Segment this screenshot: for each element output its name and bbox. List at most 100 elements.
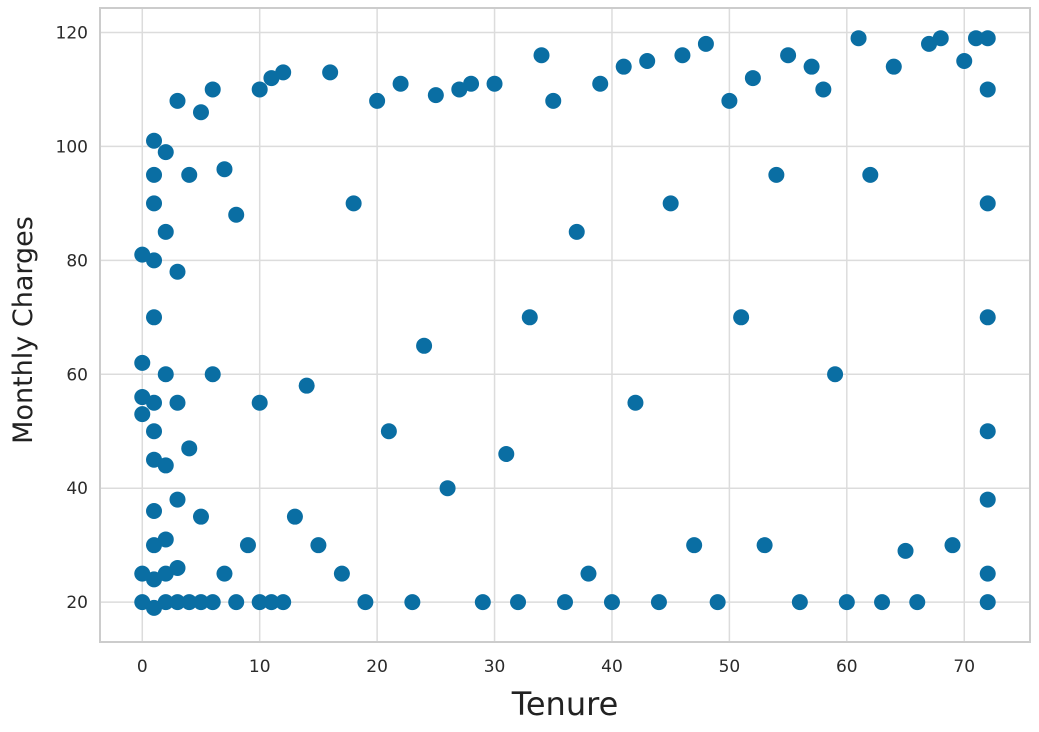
scatter-point: [838, 594, 855, 611]
scatter-point: [404, 594, 421, 611]
scatter-point: [275, 64, 292, 81]
scatter-point: [439, 480, 456, 497]
x-tick-label: 10: [249, 657, 271, 677]
scatter-point: [251, 81, 268, 98]
y-tick-label: 20: [66, 593, 88, 613]
scatter-point: [146, 166, 163, 183]
scatter-point: [146, 309, 163, 326]
scatter-point: [216, 161, 233, 178]
scatter-point: [169, 594, 186, 611]
scatter-point: [510, 594, 527, 611]
scatter-point: [791, 594, 808, 611]
scatter-point: [909, 594, 926, 611]
scatter-point: [697, 35, 714, 52]
scatter-point: [568, 223, 585, 240]
scatter-point: [897, 542, 914, 559]
scatter-point: [146, 394, 163, 411]
scatter-point: [333, 565, 350, 582]
scatter-point: [615, 58, 632, 75]
y-tick-label: 100: [56, 137, 88, 157]
scatter-point: [146, 423, 163, 440]
scatter-point: [486, 75, 503, 92]
scatter-point: [380, 423, 397, 440]
scatter-point: [345, 195, 362, 212]
scatter-point: [627, 394, 644, 411]
scatter-point: [192, 104, 209, 121]
scatter-point: [157, 531, 174, 548]
scatter-point: [146, 132, 163, 149]
scatter-point: [204, 366, 221, 383]
scatter-point: [157, 366, 174, 383]
scatter-point: [181, 166, 198, 183]
scatter-point: [157, 594, 174, 611]
scatter-point: [169, 559, 186, 576]
x-tick-label: 30: [484, 657, 506, 677]
scatter-point: [251, 394, 268, 411]
scatter-point: [498, 446, 515, 463]
scatter-point: [298, 377, 315, 394]
scatter-point: [815, 81, 832, 98]
scatter-point: [979, 30, 996, 47]
x-tick-label: 0: [137, 657, 148, 677]
scatter-point: [181, 594, 198, 611]
scatter-point: [228, 206, 245, 223]
scatter-point: [239, 537, 256, 554]
scatter-point: [463, 75, 480, 92]
scatter-point: [369, 92, 386, 109]
scatter-point: [979, 81, 996, 98]
grid-lines: [100, 8, 1030, 642]
scatter-point: [932, 30, 949, 47]
y-tick-label: 40: [66, 479, 88, 499]
x-tick-label: 60: [836, 657, 858, 677]
scatter-point: [768, 166, 785, 183]
scatter-point: [204, 81, 221, 98]
scatter-point: [157, 457, 174, 474]
scatter-point: [322, 64, 339, 81]
x-axis-title: Tenure: [511, 685, 619, 723]
scatter-point: [603, 594, 620, 611]
scatter-point: [157, 223, 174, 240]
y-tick-label: 60: [66, 365, 88, 385]
scatter-point: [275, 594, 292, 611]
scatter-point: [639, 52, 656, 69]
scatter-point: [850, 30, 867, 47]
scatter-point: [192, 508, 209, 525]
scatter-point: [146, 252, 163, 269]
scatter-point: [251, 594, 268, 611]
scatter-point: [134, 406, 151, 423]
x-tick-labels: 0 10 20 30 40 50 60 70: [137, 657, 975, 677]
scatter-point: [263, 594, 280, 611]
x-tick-label: 50: [719, 657, 741, 677]
scatter-point: [956, 52, 973, 69]
x-tick-label: 20: [366, 657, 388, 677]
scatter-point: [169, 491, 186, 508]
scatter-point: [674, 47, 691, 64]
scatter-point: [157, 144, 174, 161]
y-tick-label: 80: [66, 251, 88, 271]
scatter-point: [533, 47, 550, 64]
x-tick-label: 40: [601, 657, 623, 677]
scatter-point: [662, 195, 679, 212]
scatter-point: [862, 166, 879, 183]
scatter-point: [967, 30, 984, 47]
scatter-point: [592, 75, 609, 92]
scatter-point: [686, 537, 703, 554]
scatter-point: [181, 440, 198, 457]
scatter-point: [427, 87, 444, 104]
scatter-point: [416, 337, 433, 354]
scatter-point: [944, 537, 961, 554]
scatter-point: [216, 565, 233, 582]
scatter-point: [827, 366, 844, 383]
scatter-point: [310, 537, 327, 554]
scatter-point: [756, 537, 773, 554]
scatter-point: [709, 594, 726, 611]
scatter-point: [169, 394, 186, 411]
scatter-point: [979, 565, 996, 582]
scatter-point: [885, 58, 902, 75]
scatter-point: [146, 502, 163, 519]
scatter-point: [733, 309, 750, 326]
y-axis-title: Monthly Charges: [8, 216, 39, 444]
scatter-point: [874, 594, 891, 611]
